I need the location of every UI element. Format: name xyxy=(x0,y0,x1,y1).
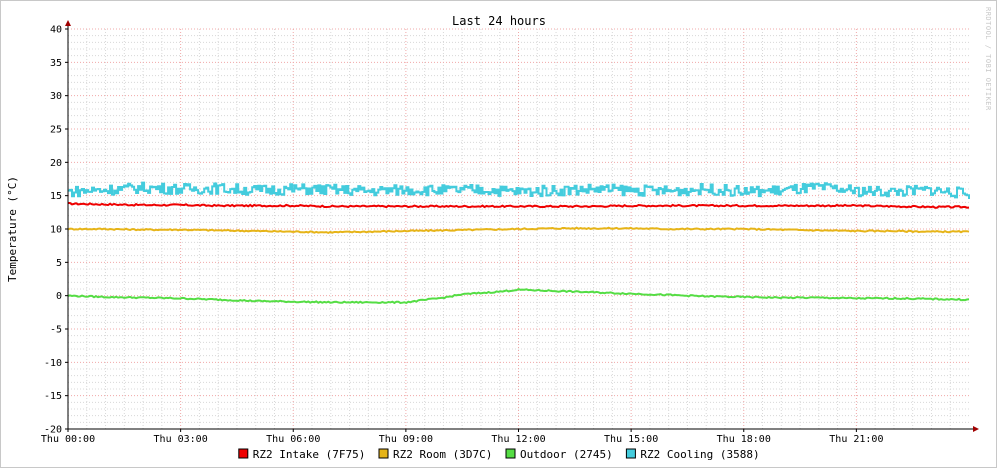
y-tick-label: 15 xyxy=(50,191,62,202)
y-tick-label: 35 xyxy=(50,58,62,69)
y-axis-title: Temperature (°C) xyxy=(6,176,19,282)
y-tick-label: 10 xyxy=(50,225,62,236)
y-tick-label: 40 xyxy=(50,25,62,36)
chart-title: Last 24 hours xyxy=(452,14,546,28)
x-tick-label: Thu 09:00 xyxy=(379,434,433,445)
y-tick-label: -20 xyxy=(44,425,62,436)
legend-label: RZ2 Cooling (3588) xyxy=(640,448,759,461)
series-line-4 xyxy=(68,181,970,199)
y-tick-label: 30 xyxy=(50,91,62,102)
x-tick-label: Thu 06:00 xyxy=(266,434,320,445)
x-tick-label: Thu 12:00 xyxy=(491,434,545,445)
legend-label: Outdoor (2745) xyxy=(520,448,613,461)
legend-swatch xyxy=(238,448,249,459)
legend-swatch xyxy=(625,448,636,459)
y-tick-label: 20 xyxy=(50,158,62,169)
series-line-3 xyxy=(67,288,970,305)
x-tick-label: Thu 15:00 xyxy=(604,434,658,445)
x-tick-label: Thu 00:00 xyxy=(41,434,95,445)
y-tick-label: 5 xyxy=(56,258,62,269)
legend-label: RZ2 Intake (7F75) xyxy=(253,448,366,461)
legend-swatch xyxy=(505,448,516,459)
legend: RZ2 Intake (7F75) RZ2 Room (3D7C) Outdoor … xyxy=(238,448,760,461)
plot-series xyxy=(67,181,970,305)
legend-label: RZ2 Room (3D7C) xyxy=(393,448,492,461)
grid xyxy=(67,28,969,430)
y-tick-label: -15 xyxy=(44,391,62,402)
x-tick-label: Thu 03:00 xyxy=(154,434,208,445)
rrdtool-watermark: RRDTOOL / TOBI OETIKER xyxy=(984,7,992,111)
y-tick-label: -5 xyxy=(50,325,62,336)
y-axis-arrow xyxy=(65,20,71,26)
series-line-1 xyxy=(68,202,970,209)
legend-swatch xyxy=(378,448,389,459)
y-tick-label: -10 xyxy=(44,358,62,369)
x-tick-label: Thu 18:00 xyxy=(717,434,771,445)
y-tick-label: 0 xyxy=(56,291,62,302)
x-axis-arrow xyxy=(973,426,979,432)
y-tick-label: 25 xyxy=(50,125,62,136)
series-line-2 xyxy=(67,226,970,234)
x-tick-label: Thu 21:00 xyxy=(829,434,883,445)
